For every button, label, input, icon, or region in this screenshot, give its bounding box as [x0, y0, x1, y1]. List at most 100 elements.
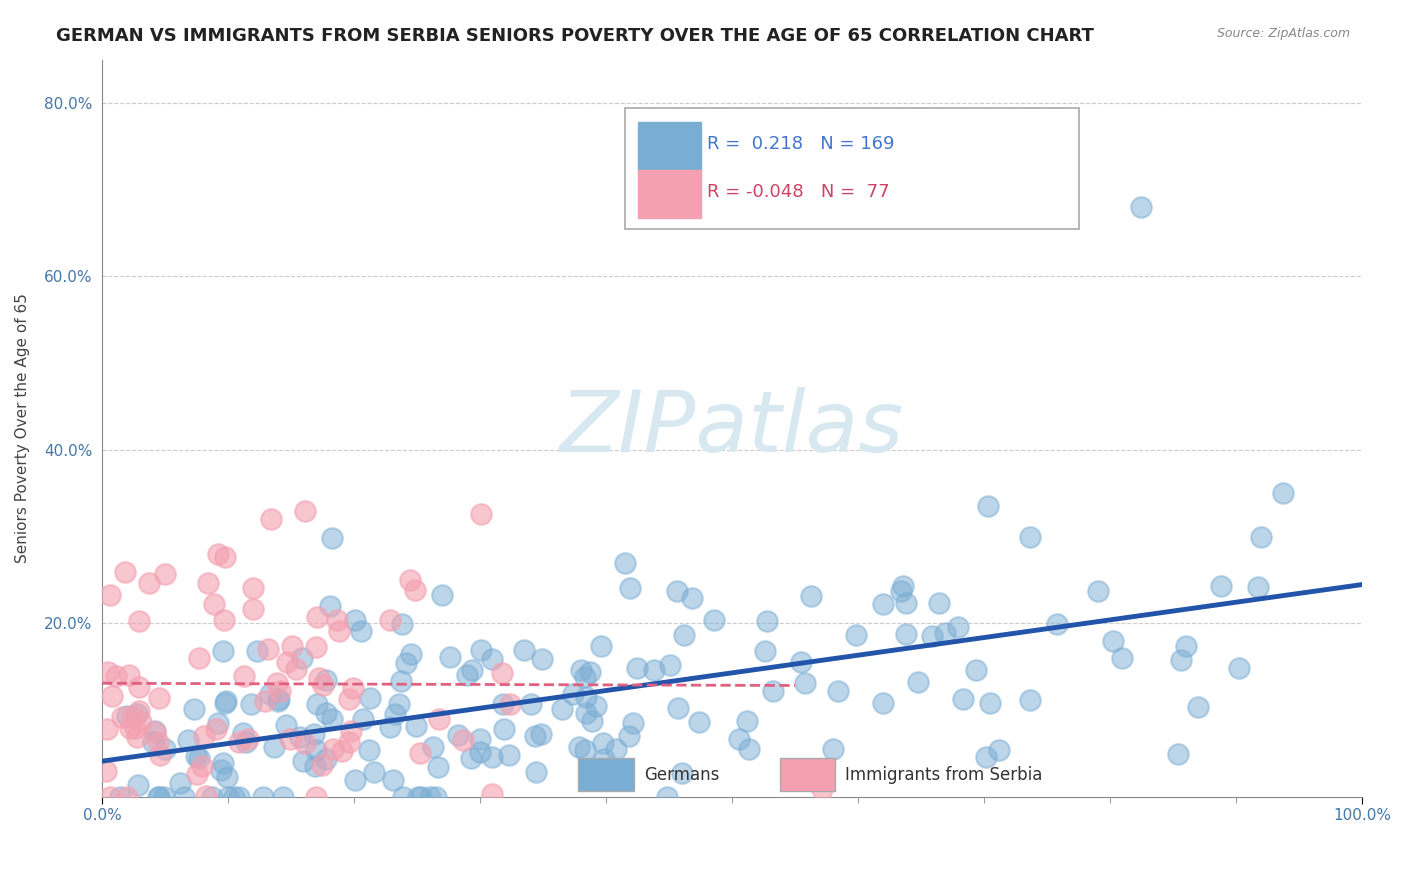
Point: [197, 576, 219, 591]
Point: [228, 735, 250, 749]
Point: [404, 582, 426, 597]
Point: [321, 531, 343, 545]
Point: [574, 669, 596, 683]
Point: [294, 503, 316, 517]
Point: [821, 742, 844, 756]
Point: [267, 692, 290, 706]
Point: [291, 754, 314, 768]
Point: [531, 652, 554, 666]
Point: [153, 742, 176, 756]
Point: [575, 690, 598, 704]
Point: [492, 697, 515, 711]
Point: [188, 650, 211, 665]
Point: [207, 547, 229, 561]
Point: [266, 694, 288, 708]
Point: [399, 647, 422, 661]
Point: [138, 576, 160, 591]
Point: [987, 743, 1010, 757]
Point: [562, 687, 585, 701]
Point: [257, 642, 280, 657]
Point: [125, 707, 148, 722]
Point: [470, 643, 492, 657]
Point: [568, 740, 591, 755]
Point: [952, 691, 974, 706]
Point: [382, 773, 405, 788]
Point: [688, 714, 710, 729]
Point: [579, 665, 602, 680]
Point: [305, 610, 328, 624]
Point: [891, 579, 914, 593]
FancyBboxPatch shape: [578, 758, 634, 791]
Point: [613, 556, 636, 570]
Point: [186, 767, 208, 781]
Point: [115, 709, 138, 723]
Point: [845, 628, 868, 642]
Point: [269, 684, 291, 698]
Point: [302, 726, 325, 740]
Point: [176, 732, 198, 747]
Point: [619, 581, 641, 595]
Point: [512, 643, 534, 657]
Point: [111, 710, 134, 724]
Point: [350, 624, 373, 639]
Point: [242, 601, 264, 615]
Text: R =  0.218   N = 169: R = 0.218 N = 169: [707, 136, 894, 153]
Point: [294, 736, 316, 750]
Point: [896, 627, 918, 641]
Point: [207, 715, 229, 730]
Point: [1170, 653, 1192, 667]
Point: [872, 697, 894, 711]
Point: [118, 668, 141, 682]
Point: [756, 614, 779, 628]
Point: [122, 708, 145, 723]
Point: [235, 735, 257, 749]
Point: [398, 573, 420, 587]
Point: [153, 789, 176, 804]
Point: [793, 675, 815, 690]
Point: [195, 789, 218, 803]
Point: [188, 751, 211, 765]
Point: [1019, 530, 1042, 544]
Point: [621, 715, 644, 730]
Point: [148, 691, 170, 706]
Point: [681, 591, 703, 605]
Text: Immigrants from Serbia: Immigrants from Serbia: [845, 765, 1043, 783]
Point: [391, 616, 413, 631]
Point: [928, 596, 950, 610]
Point: [149, 747, 172, 762]
Point: [439, 649, 461, 664]
Text: Source: ZipAtlas.com: Source: ZipAtlas.com: [1216, 27, 1350, 40]
Point: [389, 674, 412, 689]
Point: [124, 721, 146, 735]
Point: [315, 752, 337, 766]
Point: [343, 772, 366, 787]
Point: [1175, 639, 1198, 653]
Point: [305, 789, 328, 804]
Point: [191, 759, 214, 773]
Point: [481, 749, 503, 764]
Text: ZIPatlas: ZIPatlas: [560, 386, 904, 469]
Point: [146, 789, 169, 804]
Point: [921, 629, 943, 643]
Point: [737, 714, 759, 729]
Point: [574, 743, 596, 757]
Point: [409, 789, 432, 804]
Point: [315, 673, 337, 687]
Point: [934, 626, 956, 640]
Point: [551, 701, 574, 715]
Point: [461, 663, 484, 677]
Point: [1271, 486, 1294, 500]
Point: [337, 692, 360, 706]
Point: [589, 639, 612, 653]
Point: [204, 597, 226, 611]
Point: [872, 597, 894, 611]
Point: [291, 650, 314, 665]
Text: GERMAN VS IMMIGRANTS FROM SERBIA SENIORS POVERTY OVER THE AGE OF 65 CORRELATION : GERMAN VS IMMIGRANTS FROM SERBIA SENIORS…: [56, 27, 1094, 45]
Point: [209, 763, 232, 777]
Point: [388, 697, 411, 711]
Point: [754, 644, 776, 658]
Point: [592, 737, 614, 751]
Point: [1111, 651, 1133, 665]
Point: [153, 567, 176, 582]
Point: [276, 655, 298, 669]
